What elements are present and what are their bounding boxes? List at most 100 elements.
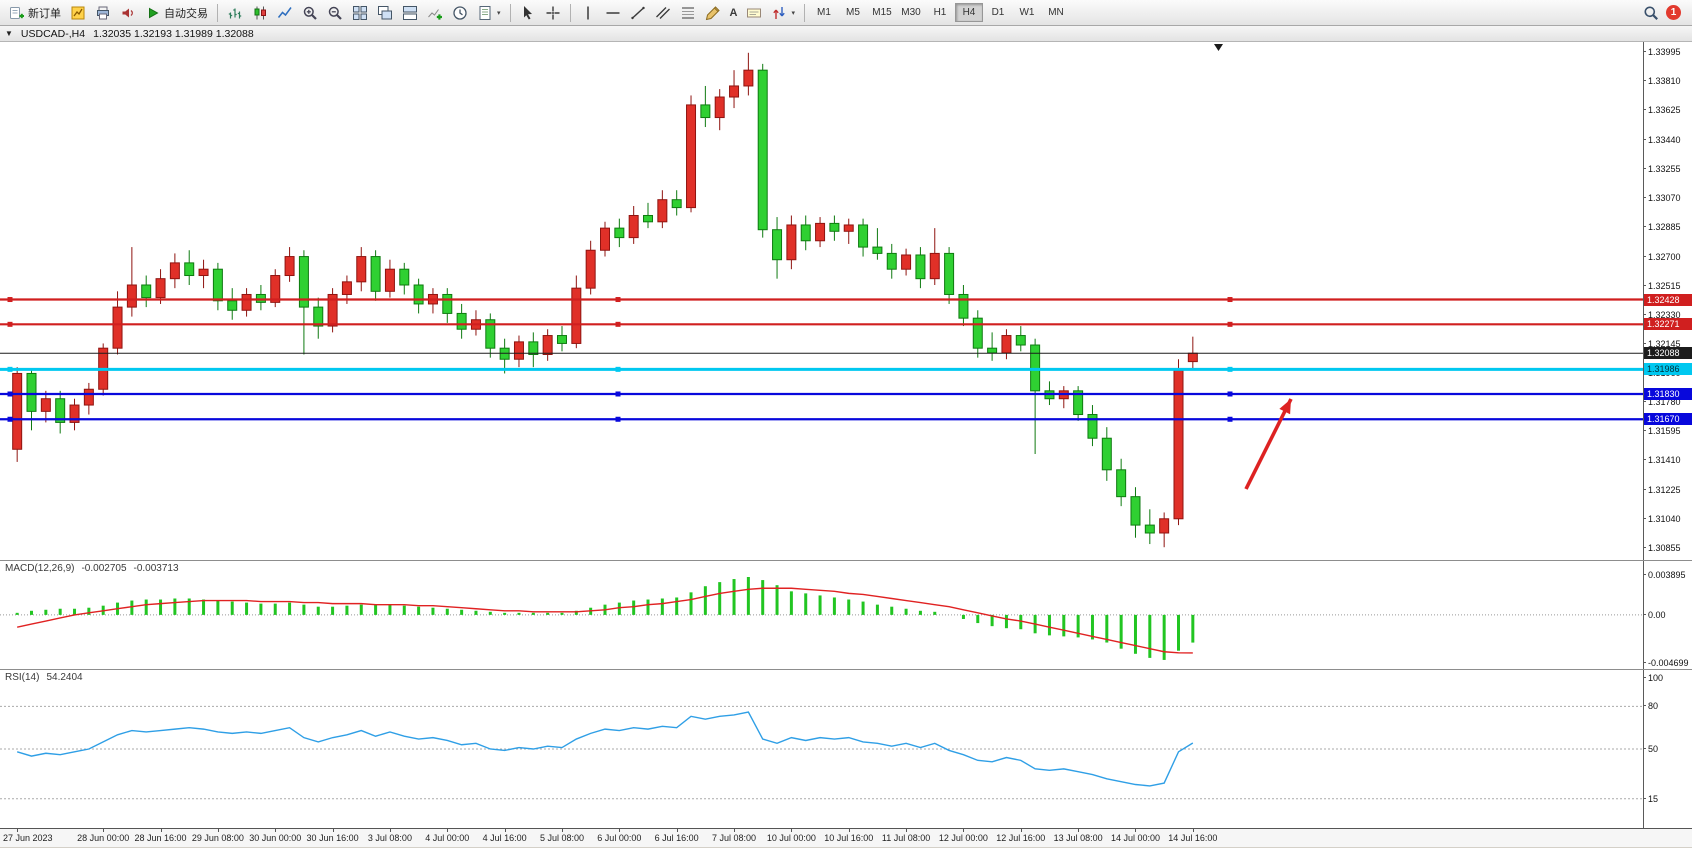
price-chart-canvas[interactable]: [0, 42, 1644, 560]
zoom-in-button[interactable]: [298, 2, 322, 24]
price-scale-label: 1.33440: [1643, 134, 1681, 145]
arrows-button[interactable]: ▾: [767, 2, 799, 24]
line-handle[interactable]: [1227, 391, 1233, 397]
timeframe-button-m5[interactable]: M5: [839, 3, 867, 22]
vertical-line-icon: [586, 6, 589, 19]
horizontal-line-button[interactable]: [601, 2, 625, 24]
support-line[interactable]: [0, 416, 1644, 422]
time-axis-tick: [791, 829, 793, 832]
print-button[interactable]: [91, 2, 115, 24]
support-line[interactable]: [0, 366, 1644, 372]
bar-chart-button[interactable]: [223, 2, 247, 24]
text-label-button[interactable]: [742, 2, 766, 24]
time-axis-label: 30 Jun 00:00: [249, 833, 302, 843]
time-axis-label: 28 Jun 16:00: [134, 833, 187, 843]
cursor-icon: [523, 5, 532, 19]
timeframe-button-d1[interactable]: D1: [984, 3, 1012, 22]
crosshair-button[interactable]: [541, 2, 565, 24]
new-order-button[interactable]: 新订单: [5, 2, 65, 24]
notification-badge[interactable]: 1: [1666, 5, 1681, 20]
text-button[interactable]: A: [726, 2, 742, 24]
time-axis-tick: [17, 829, 19, 832]
trendline-button[interactable]: [626, 2, 650, 24]
trend-arrow[interactable]: [1244, 398, 1293, 490]
line-handle[interactable]: [615, 416, 621, 422]
support-line[interactable]: [0, 391, 1644, 397]
timeframe-button-h1[interactable]: H1: [926, 3, 954, 22]
fibonacci-button[interactable]: [676, 2, 700, 24]
price-scale-label: 1.31780: [1643, 396, 1681, 407]
line-handle[interactable]: [7, 366, 13, 372]
timeframe-button-m30[interactable]: M30: [897, 3, 925, 22]
candlestick-chart-button[interactable]: [248, 2, 272, 24]
cursor-button[interactable]: [516, 2, 540, 24]
line-handle[interactable]: [7, 297, 13, 303]
time-axis-label: 4 Jul 00:00: [425, 833, 470, 843]
vertical-line-button[interactable]: [576, 2, 600, 24]
crosshair-icon: [546, 6, 560, 19]
chevron-down-icon: ▾: [791, 9, 795, 17]
line-handle[interactable]: [615, 297, 621, 303]
time-axis-tick: [217, 829, 219, 832]
timeframe-button-h4[interactable]: H4: [954, 3, 983, 22]
macd-canvas[interactable]: [0, 561, 1644, 669]
time-axis-label: 10 Jul 16:00: [824, 833, 874, 843]
timeframe-button-w1[interactable]: W1: [1013, 3, 1041, 22]
line-handle[interactable]: [615, 391, 621, 397]
line-handle[interactable]: [7, 416, 13, 422]
timeframe-button-m15[interactable]: M15: [868, 3, 896, 22]
period-button[interactable]: [448, 2, 472, 24]
time-axis[interactable]: 27 Jun 2023 28 Jun 00:00 28 Jun 16:00 29 Ju…: [0, 828, 1692, 847]
line-handle[interactable]: [1227, 366, 1233, 372]
timeframe-button-mn[interactable]: MN: [1042, 3, 1070, 22]
zoom-out-icon: [328, 6, 342, 20]
chevron-down-icon[interactable]: ▼: [5, 29, 13, 38]
rsi-canvas[interactable]: [0, 670, 1644, 828]
timeframe-button-m1[interactable]: M1: [810, 3, 838, 22]
line-handle[interactable]: [615, 366, 621, 372]
price-scale-label: 1.31410: [1643, 455, 1681, 466]
time-axis-tick: [1192, 829, 1194, 832]
rsi-pane[interactable]: RSI(14) 54.2404 100 80 50 15: [0, 669, 1692, 828]
draw-shapes-button[interactable]: [701, 2, 725, 24]
time-axis-tick: [1078, 829, 1080, 832]
time-axis-tick: [504, 829, 506, 832]
time-axis-tick: [275, 829, 277, 832]
line-handle[interactable]: [7, 321, 13, 327]
price-scale-label: 1.32145: [1643, 339, 1681, 350]
new-chart-button[interactable]: [66, 2, 90, 24]
resistance-line[interactable]: [0, 321, 1644, 327]
tile-windows-button[interactable]: [348, 2, 372, 24]
time-axis-label: 3 Jul 08:00: [367, 833, 412, 843]
arrange-windows-icon: [403, 5, 417, 20]
channel-button[interactable]: [651, 2, 675, 24]
macd-pane[interactable]: MACD(12,26,9) -0.002705 -0.003713 0.0038…: [0, 560, 1692, 669]
time-axis-label: 10 Jul 00:00: [766, 833, 816, 843]
sound-alert-button[interactable]: [116, 2, 140, 24]
line-handle[interactable]: [615, 321, 621, 327]
add-indicator-button[interactable]: [423, 2, 447, 24]
autotrading-play-icon: [149, 7, 159, 18]
price-scale-label: 1.31040: [1643, 513, 1681, 524]
time-axis-tick: [1135, 829, 1137, 832]
template-button[interactable]: ▾: [473, 2, 505, 24]
chart-caption: ▼ USDCAD-,H4 1.32035 1.32193 1.31989 1.3…: [0, 26, 1692, 42]
cascade-windows-button[interactable]: [373, 2, 397, 24]
resistance-line[interactable]: [0, 297, 1644, 303]
price-scale-label: 1.32330: [1643, 310, 1681, 320]
search-button[interactable]: [1639, 2, 1663, 24]
line-handle[interactable]: [7, 391, 13, 397]
shift-marker-icon[interactable]: [1214, 44, 1223, 51]
zoom-out-button[interactable]: [323, 2, 347, 24]
price-level-badge: 1.31986: [1644, 363, 1692, 376]
line-chart-button[interactable]: [273, 2, 297, 24]
toolbar-separator: [569, 3, 571, 22]
time-axis-tick: [561, 829, 563, 832]
line-handle[interactable]: [1227, 321, 1233, 327]
line-handle[interactable]: [1227, 416, 1233, 422]
arrange-windows-button[interactable]: [398, 2, 422, 24]
autotrading-button[interactable]: 自动交易: [141, 2, 212, 24]
price-chart-pane[interactable]: 1.33995 1.33810 1.33625 1.33440 1.33255 1.330…: [0, 42, 1692, 560]
text-tool-icon: A: [729, 6, 738, 19]
line-handle[interactable]: [1227, 297, 1233, 303]
